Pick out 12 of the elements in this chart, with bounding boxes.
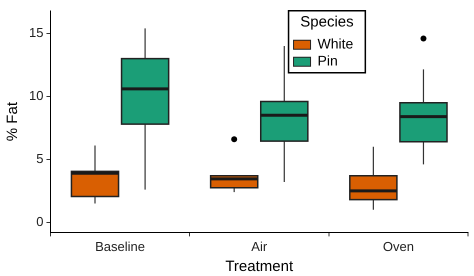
- x-tick-label: Oven: [382, 238, 414, 254]
- x-tick-label: Baseline: [95, 238, 145, 254]
- legend-label: Pin: [318, 52, 338, 69]
- legend-label: White: [318, 36, 354, 52]
- y-tick-label: 10: [28, 88, 44, 103]
- x-tick-label: Air: [251, 238, 268, 254]
- x-axis-title: Treatment: [225, 258, 294, 276]
- y-tick-label: 15: [28, 25, 44, 40]
- y-tick-label: 5: [36, 150, 44, 166]
- y-axis-title: % Fat: [4, 101, 22, 142]
- legend-title: Species: [300, 13, 354, 30]
- y-tick-label: 0: [36, 214, 44, 229]
